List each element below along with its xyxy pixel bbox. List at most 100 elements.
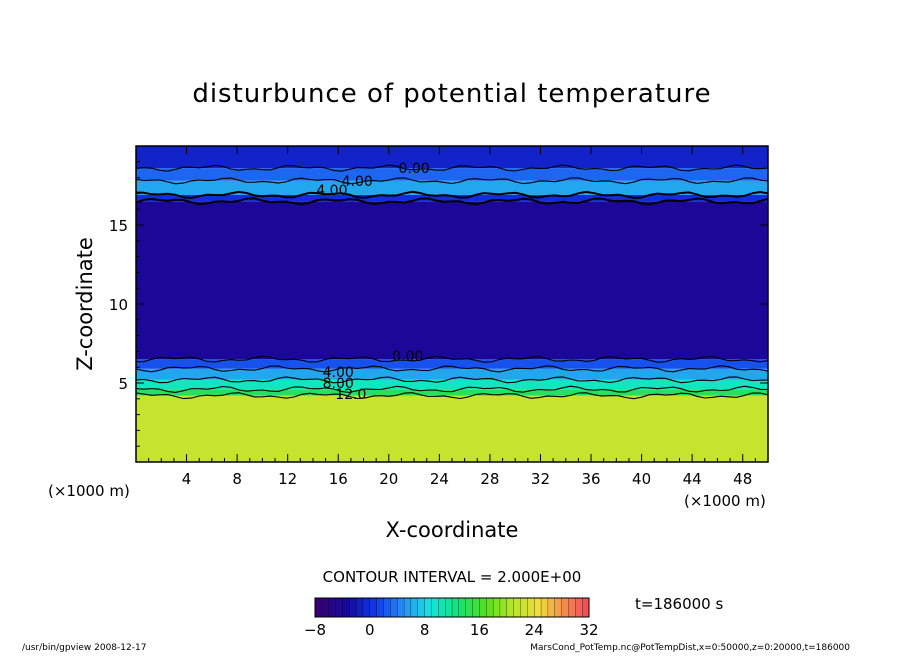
x-axis-label: X-coordinate xyxy=(386,518,519,542)
field-layer xyxy=(136,201,768,360)
colorbar-swatch xyxy=(390,597,398,618)
colorbar-swatch xyxy=(554,597,563,618)
contour-label: 0.00 xyxy=(398,161,429,177)
contour-lines xyxy=(136,164,768,400)
colorbar-swatch xyxy=(465,597,474,618)
contour-label: 12.0 xyxy=(335,387,366,403)
contour-label: 8.00 xyxy=(323,376,354,392)
x-tick-label: 12 xyxy=(278,470,297,488)
colorbar-ticks: −8 0 8 16 24 32 xyxy=(304,621,599,639)
x-tick-label: 8 xyxy=(232,470,242,488)
colorbar-tick-label: 16 xyxy=(470,621,489,639)
colorbar-swatch xyxy=(561,597,569,618)
x-tick-label: 28 xyxy=(480,470,499,488)
x-tick-label: 24 xyxy=(430,470,449,488)
colorbar-swatch xyxy=(444,597,453,618)
x-tick-label: 4 xyxy=(182,470,192,488)
colorbar-swatch xyxy=(369,597,378,618)
contour-line xyxy=(136,177,768,185)
contour-line xyxy=(136,190,768,200)
colorbar-swatch xyxy=(568,597,576,618)
colorbar-swatch xyxy=(492,597,501,618)
colorbar-tick-label: 32 xyxy=(579,621,598,639)
colorbar-swatch xyxy=(397,597,405,618)
colorbar-swatch xyxy=(506,597,515,618)
y-axis-label: Z-coordinate xyxy=(73,237,97,371)
colorbar-swatch xyxy=(321,597,330,618)
x-tick-label: 20 xyxy=(379,470,398,488)
colorbar-swatch xyxy=(527,597,535,618)
x-unit-right: (×1000 m) xyxy=(684,492,766,510)
colorbar xyxy=(314,597,590,618)
colorbar-swatch xyxy=(547,597,556,618)
x-tick-label: 48 xyxy=(733,470,752,488)
colorbar-swatch xyxy=(520,597,528,618)
colorbar-swatch xyxy=(499,597,508,618)
contour-label: 4.00 xyxy=(323,365,354,381)
contour-line xyxy=(136,385,768,393)
colorbar-swatch xyxy=(534,597,542,618)
chart-title: disturbunce of potential temperature xyxy=(192,79,711,109)
colorbar-tick-label: −8 xyxy=(304,621,326,639)
colorbar-swatch xyxy=(513,597,521,618)
x-tick-label: 32 xyxy=(531,470,550,488)
colorbar-swatch xyxy=(417,597,426,618)
contour-line xyxy=(136,392,768,400)
colorbar-swatch xyxy=(383,597,391,618)
colorbar-swatch xyxy=(479,597,487,618)
colorbar-tick-label: 8 xyxy=(420,621,430,639)
colorbar-tick-label: 24 xyxy=(525,621,544,639)
contour-line xyxy=(136,376,768,384)
footer-left: /usr/bin/gpview 2008-12-17 xyxy=(22,643,146,653)
colorbar-swatch xyxy=(410,597,419,618)
y-axis: 5 10 15 xyxy=(109,161,768,447)
colorbar-swatch xyxy=(403,597,412,618)
colorbar-swatch xyxy=(342,597,350,618)
field-layer xyxy=(136,168,768,181)
contour-line xyxy=(136,365,768,373)
y-tick-label: 5 xyxy=(118,375,128,393)
field-layer xyxy=(136,180,768,195)
colorbar-swatch xyxy=(472,597,480,618)
colorbar-swatch xyxy=(486,597,494,618)
y-tick-label: 15 xyxy=(109,217,128,235)
field-layer xyxy=(136,359,768,369)
colorbar-swatch xyxy=(458,597,467,618)
colorbar-swatch xyxy=(431,597,439,618)
x-tick-label: 40 xyxy=(632,470,651,488)
field-layer xyxy=(136,395,768,462)
contour-label: 0.00 xyxy=(392,349,423,365)
x-axis: 4 8 12 16 20 24 28 32 36 40 44 48 xyxy=(148,146,756,488)
colorbar-swatch xyxy=(540,597,549,618)
colorbar-swatch xyxy=(451,597,460,618)
footer-right: MarsCond_PotTemp.nc@PotTempDist,x=0:5000… xyxy=(530,643,850,653)
x-tick-label: 36 xyxy=(581,470,600,488)
x-tick-label: 44 xyxy=(683,470,702,488)
colorbar-swatch xyxy=(335,597,343,618)
contour-interval-text: CONTOUR INTERVAL = 2.000E+00 xyxy=(323,568,582,586)
colorbar-swatch xyxy=(362,597,371,618)
x-tick-label: 16 xyxy=(329,470,348,488)
colorbar-swatch xyxy=(438,597,446,618)
colorbar-swatch xyxy=(424,597,432,618)
field-layer xyxy=(136,389,768,396)
contour-line xyxy=(136,197,768,206)
colorbar-swatch xyxy=(349,597,357,618)
colorbar-swatch xyxy=(328,597,337,618)
temperature-field xyxy=(136,146,768,462)
colorbar-swatch xyxy=(355,597,364,618)
colorbar-swatch xyxy=(575,597,583,618)
field-layer xyxy=(136,194,768,202)
contour-label: 4.00 xyxy=(342,174,373,190)
y-tick-label: 10 xyxy=(109,296,128,314)
contour-label: 4.00 xyxy=(316,183,347,199)
colorbar-swatch xyxy=(582,597,590,618)
colorbar-frame xyxy=(314,597,590,618)
contour-line xyxy=(136,355,768,363)
field-layer xyxy=(136,368,768,380)
x-unit-left: (×1000 m) xyxy=(48,482,130,500)
field-layer xyxy=(136,379,768,390)
contour-line xyxy=(136,164,768,172)
